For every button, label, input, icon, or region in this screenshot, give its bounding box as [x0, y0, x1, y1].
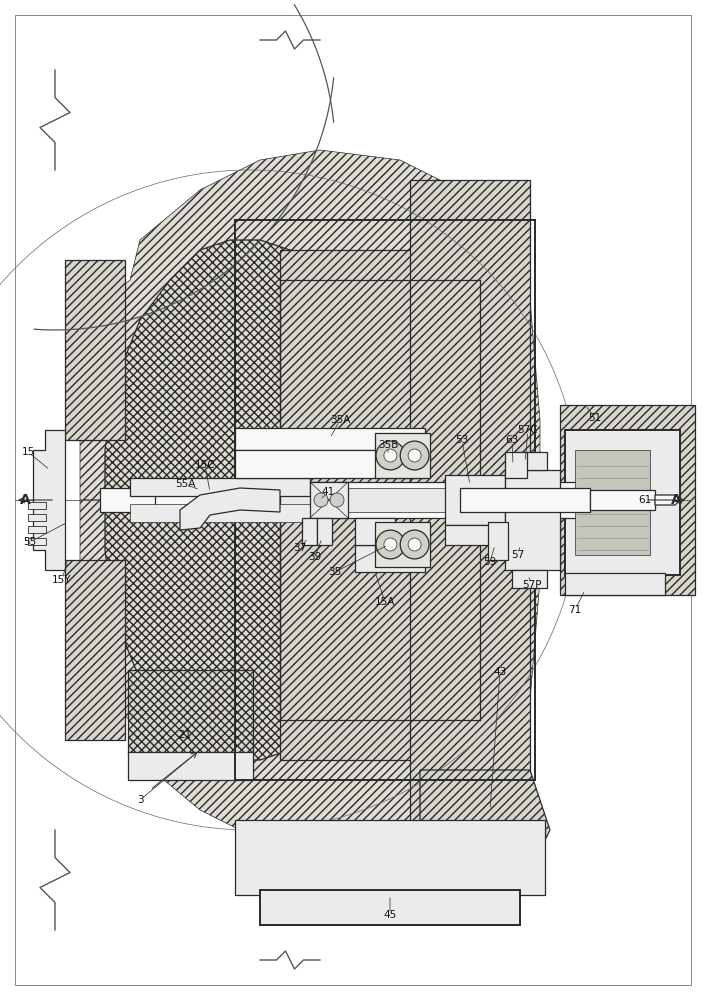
Text: 35B: 35B: [378, 440, 398, 450]
Bar: [280, 488, 460, 512]
Polygon shape: [420, 770, 550, 860]
Bar: [317, 518, 332, 545]
Circle shape: [408, 449, 421, 462]
Bar: [28, 538, 46, 545]
Polygon shape: [33, 430, 65, 570]
Bar: [310, 482, 348, 518]
Bar: [280, 250, 440, 500]
Bar: [445, 525, 505, 545]
Text: 45: 45: [383, 910, 397, 920]
Bar: [65, 260, 125, 440]
Bar: [565, 573, 665, 595]
Bar: [130, 478, 310, 496]
Text: 43: 43: [493, 667, 507, 677]
Bar: [28, 526, 46, 533]
Circle shape: [400, 530, 429, 559]
Circle shape: [384, 538, 397, 551]
Bar: [28, 502, 46, 509]
Bar: [128, 670, 253, 755]
Text: 57: 57: [511, 550, 525, 560]
Text: 71: 71: [568, 605, 582, 615]
Bar: [512, 570, 547, 588]
Circle shape: [330, 493, 344, 507]
Text: 41: 41: [321, 487, 335, 497]
Bar: [235, 820, 545, 895]
Circle shape: [376, 530, 405, 559]
Text: 57C: 57C: [517, 425, 538, 435]
Circle shape: [376, 441, 405, 470]
Bar: [460, 488, 590, 512]
Bar: [65, 560, 125, 740]
Bar: [130, 504, 310, 522]
Bar: [445, 475, 505, 525]
Bar: [375, 433, 430, 478]
Text: 35: 35: [328, 567, 342, 577]
Bar: [260, 890, 520, 925]
Text: 63: 63: [505, 435, 519, 445]
Bar: [128, 752, 253, 780]
Bar: [512, 452, 547, 470]
Bar: [565, 430, 680, 575]
Text: 51: 51: [588, 413, 602, 423]
Polygon shape: [105, 500, 350, 760]
Bar: [235, 450, 425, 478]
Bar: [302, 518, 317, 545]
Text: 3: 3: [137, 795, 143, 805]
Text: 15C: 15C: [195, 460, 215, 470]
Circle shape: [314, 493, 328, 507]
Bar: [280, 500, 440, 760]
Bar: [488, 522, 508, 560]
Bar: [235, 428, 425, 450]
Circle shape: [408, 538, 421, 551]
Bar: [410, 180, 530, 500]
Bar: [575, 450, 650, 555]
Text: 57P: 57P: [522, 580, 542, 590]
Text: A: A: [20, 493, 30, 507]
Polygon shape: [655, 495, 680, 505]
Text: A: A: [671, 493, 681, 507]
Text: 55A: 55A: [175, 479, 195, 489]
Bar: [355, 518, 395, 545]
Polygon shape: [180, 488, 280, 530]
Bar: [590, 490, 655, 510]
Text: 59: 59: [484, 557, 496, 567]
Text: 55: 55: [23, 537, 37, 547]
Text: 39: 39: [309, 552, 322, 562]
Text: 35A: 35A: [330, 415, 350, 425]
Text: 37: 37: [294, 543, 306, 553]
Circle shape: [384, 449, 397, 462]
Bar: [28, 514, 46, 521]
Text: 61: 61: [638, 495, 652, 505]
Text: 21: 21: [179, 730, 191, 740]
Bar: [505, 470, 560, 570]
Polygon shape: [80, 150, 540, 500]
Text: 15A: 15A: [375, 597, 395, 607]
Bar: [150, 482, 600, 518]
Bar: [355, 545, 425, 572]
Bar: [560, 405, 695, 595]
Polygon shape: [80, 500, 540, 850]
Text: 53: 53: [455, 435, 469, 445]
Bar: [505, 452, 527, 478]
Text: 15: 15: [21, 447, 35, 457]
Bar: [375, 522, 430, 567]
Bar: [410, 500, 530, 850]
Bar: [100, 488, 155, 512]
Circle shape: [400, 441, 429, 470]
Text: 15Y: 15Y: [52, 575, 72, 585]
Polygon shape: [105, 240, 350, 500]
